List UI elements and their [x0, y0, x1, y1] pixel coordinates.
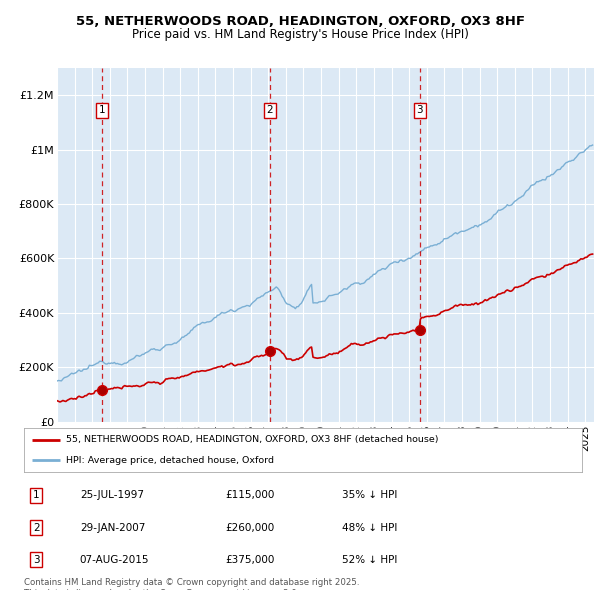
Text: 3: 3: [416, 106, 423, 115]
Text: 55, NETHERWOODS ROAD, HEADINGTON, OXFORD, OX3 8HF (detached house): 55, NETHERWOODS ROAD, HEADINGTON, OXFORD…: [66, 435, 439, 444]
Text: 29-JAN-2007: 29-JAN-2007: [80, 523, 145, 533]
Text: HPI: Average price, detached house, Oxford: HPI: Average price, detached house, Oxfo…: [66, 455, 274, 464]
Text: £375,000: £375,000: [225, 555, 274, 565]
Text: £115,000: £115,000: [225, 490, 274, 500]
Text: 25-JUL-1997: 25-JUL-1997: [80, 490, 144, 500]
Text: 07-AUG-2015: 07-AUG-2015: [80, 555, 149, 565]
Text: Contains HM Land Registry data © Crown copyright and database right 2025.
This d: Contains HM Land Registry data © Crown c…: [24, 578, 359, 590]
Text: £260,000: £260,000: [225, 523, 274, 533]
Text: 1: 1: [99, 106, 106, 115]
Text: 35% ↓ HPI: 35% ↓ HPI: [342, 490, 397, 500]
Text: 2: 2: [33, 523, 40, 533]
Text: 1: 1: [33, 490, 40, 500]
Text: 48% ↓ HPI: 48% ↓ HPI: [342, 523, 397, 533]
Text: 52% ↓ HPI: 52% ↓ HPI: [342, 555, 397, 565]
Text: 3: 3: [33, 555, 40, 565]
Text: 55, NETHERWOODS ROAD, HEADINGTON, OXFORD, OX3 8HF: 55, NETHERWOODS ROAD, HEADINGTON, OXFORD…: [76, 15, 524, 28]
Text: 2: 2: [266, 106, 273, 115]
Text: Price paid vs. HM Land Registry's House Price Index (HPI): Price paid vs. HM Land Registry's House …: [131, 28, 469, 41]
